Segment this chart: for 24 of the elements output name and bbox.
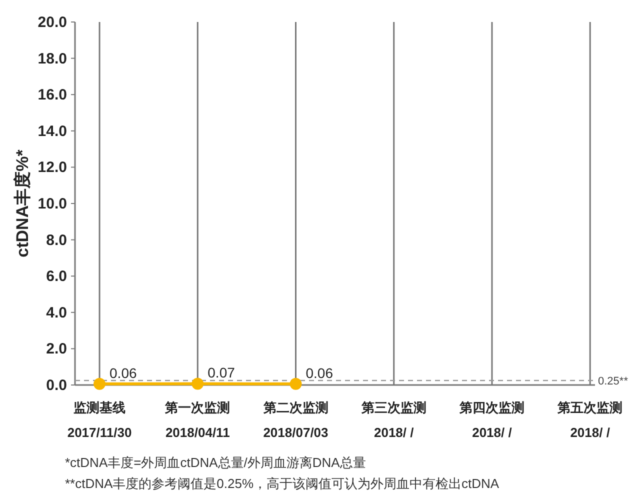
y-tick-label: 20.0 [38, 14, 67, 31]
y-tick-label: 10.0 [38, 196, 67, 212]
y-tick-label: 18.0 [38, 50, 67, 68]
data-label: 0.07 [208, 364, 236, 381]
x-tick-label: 第五次监测 2018/ / [556, 400, 623, 440]
y-axis-title: ctDNA丰度%* [13, 149, 32, 258]
x-tick-label: 第三次监测 2018/ / [360, 400, 426, 440]
y-tick-label: 8.0 [46, 232, 67, 249]
y-tick-label: 2.0 [46, 340, 67, 358]
y-tick-label: 16.0 [38, 86, 67, 104]
y-tick-label: 14.0 [38, 122, 67, 140]
data-label: 0.06 [110, 364, 137, 381]
x-tick-label: 第四次监测 2018/ / [458, 400, 524, 440]
text: **ctDNA丰度的参考阈值是0.25%，高于该阈值可认为外周血中有检出ctDNA [65, 476, 500, 491]
x-tick-label: 第一次监测 2018/04/11 [164, 400, 230, 440]
text: *ctDNA丰度=外周血ctDNA总量/外周血游离DNA总量 [65, 455, 366, 470]
y-tick-label: 4.0 [46, 304, 67, 322]
y-tick-label: 12.0 [38, 159, 67, 176]
x-tick-label: 第二次监测 2018/07/03 [262, 400, 328, 440]
ref-line-label: 0.25** [598, 375, 629, 388]
x-tick-label: 监测基线 2017/11/30 [67, 400, 132, 440]
y-tick-label: 0.0 [46, 377, 67, 394]
y-tick-label: 6.0 [46, 268, 67, 286]
data-label: 0.06 [306, 364, 334, 381]
